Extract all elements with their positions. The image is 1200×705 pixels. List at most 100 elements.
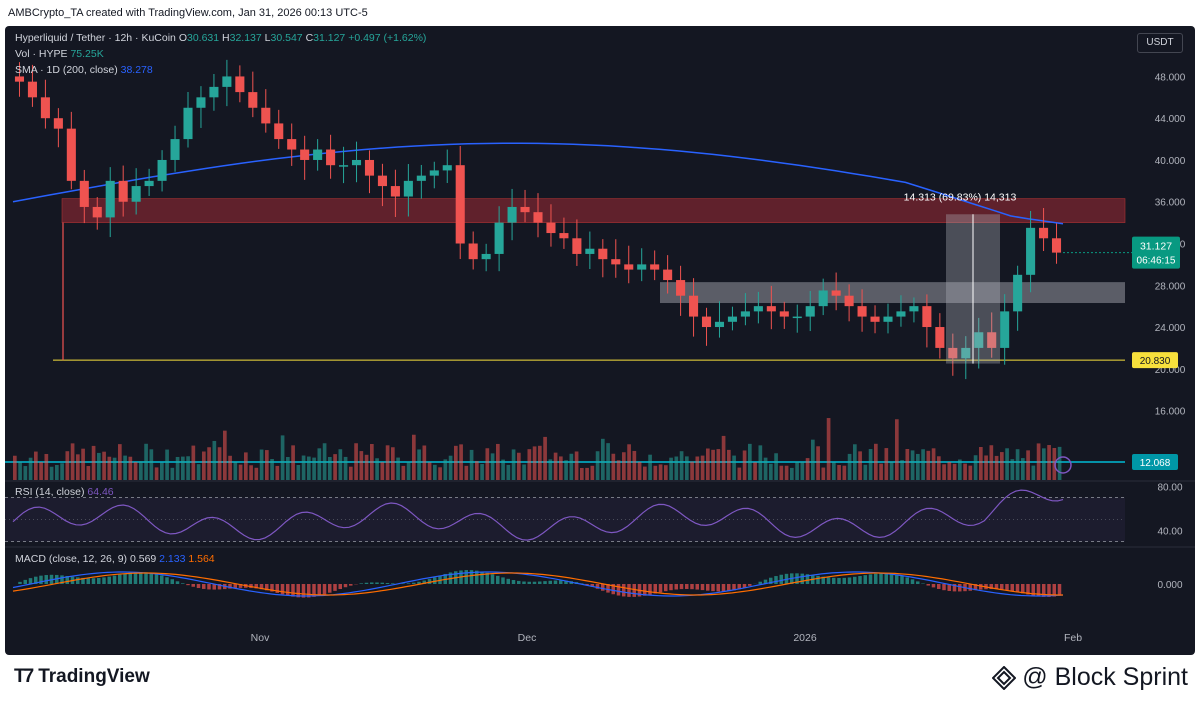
volume-bar xyxy=(564,460,568,480)
volume-bar xyxy=(742,450,747,480)
volume-bar xyxy=(580,467,584,480)
attribution-bar: AMBCrypto_TA created with TradingView.co… xyxy=(8,7,368,19)
candle-body xyxy=(961,347,971,359)
macd-histogram-bar xyxy=(706,584,710,591)
volume-bar xyxy=(832,462,836,480)
candle-body xyxy=(105,180,115,218)
volume-bar xyxy=(879,463,883,480)
macd-histogram-bar xyxy=(307,584,311,598)
volume-bar xyxy=(133,462,138,480)
volume-bar xyxy=(774,453,778,480)
macd-histogram-bar xyxy=(538,581,542,584)
resistance-zone xyxy=(61,198,1126,223)
volume-bar xyxy=(34,451,38,480)
tradingview-logo[interactable]: T7 TradingView xyxy=(14,666,150,688)
volume-bar xyxy=(616,460,621,480)
macd-histogram-bar xyxy=(65,576,69,584)
legend-close: 31.127 xyxy=(313,32,346,44)
volume-bar xyxy=(1005,448,1009,480)
candle-body xyxy=(766,306,776,312)
macd-histogram-bar xyxy=(889,573,894,584)
volume-bar xyxy=(270,459,274,480)
volume-bar xyxy=(385,445,390,480)
volume-bar xyxy=(574,451,579,480)
macd-histogram-bar xyxy=(506,578,510,584)
volume-bar xyxy=(601,438,605,480)
price-axis-tick: 40.000 xyxy=(1155,156,1186,167)
volume-bar xyxy=(501,459,505,480)
legend-rsi-value: 64.46 xyxy=(87,486,114,498)
chart-area[interactable]: 48.00044.00040.00036.00032.00028.00024.0… xyxy=(5,26,1195,655)
macd-histogram-bar xyxy=(522,581,526,584)
candle-body xyxy=(1039,227,1049,239)
volume-bar xyxy=(968,465,973,480)
macd-histogram-bar xyxy=(643,584,647,596)
macd-histogram-bar xyxy=(170,579,174,584)
volume-bar xyxy=(417,449,421,480)
macd-histogram-bar xyxy=(700,584,705,591)
volume-bar xyxy=(779,465,784,480)
macd-histogram-bar xyxy=(669,584,673,591)
macd-histogram-bar xyxy=(175,581,180,584)
macd-histogram-bar xyxy=(391,583,395,584)
volume-bar xyxy=(464,465,469,480)
volume-bar xyxy=(186,456,190,480)
macd-histogram-bar xyxy=(364,582,369,584)
legend-open: 30.631 xyxy=(186,32,220,44)
volume-bar xyxy=(28,457,33,480)
macd-histogram-bar xyxy=(779,574,783,584)
macd-histogram-bar xyxy=(97,577,101,584)
volume-bar xyxy=(700,455,705,480)
volume-bar xyxy=(380,462,385,480)
volume-tag: 12.068 xyxy=(1140,458,1171,469)
candle-body xyxy=(572,238,582,254)
volume-bar xyxy=(569,453,574,480)
macd-histogram-bar xyxy=(748,584,752,586)
candle-body xyxy=(870,316,880,322)
candle-body xyxy=(79,180,89,207)
candle-body xyxy=(377,175,387,187)
candle-body xyxy=(533,212,543,223)
macd-histogram-bar xyxy=(1021,584,1025,594)
volume-bar xyxy=(39,462,43,480)
candle-body xyxy=(494,222,504,254)
candle-body xyxy=(701,316,712,328)
volume-bar xyxy=(984,455,988,480)
candle-body xyxy=(403,180,413,197)
macd-histogram-bar xyxy=(412,582,416,584)
price-axis-tick: 24.000 xyxy=(1155,323,1186,334)
macd-histogram-bar xyxy=(916,581,920,584)
volume-bar xyxy=(543,436,547,480)
candle-body xyxy=(779,311,789,317)
volume-bar xyxy=(538,445,542,480)
macd-histogram-bar xyxy=(900,575,904,584)
macd-histogram-bar xyxy=(711,584,715,592)
volume-bar xyxy=(165,449,169,480)
macd-histogram-bar xyxy=(34,576,38,584)
volume-bar xyxy=(711,449,715,480)
volume-bar xyxy=(317,448,322,480)
macd-histogram-bar xyxy=(380,582,384,584)
volume-bar xyxy=(333,454,337,480)
candle-body xyxy=(987,332,997,348)
volume-bar xyxy=(1021,458,1025,480)
macd-histogram-bar xyxy=(165,577,169,584)
candle-body xyxy=(714,321,725,328)
candle-body xyxy=(974,332,984,348)
price-tag-bg xyxy=(1132,236,1180,269)
macd-histogram-bar xyxy=(1015,584,1020,593)
macd-histogram-bar xyxy=(417,581,421,584)
volume-bar xyxy=(128,456,133,480)
price-chart-svg[interactable]: 48.00044.00040.00036.00032.00028.00024.0… xyxy=(5,26,1195,655)
volume-bar xyxy=(874,443,878,480)
macd-histogram-bar xyxy=(1042,584,1046,597)
currency-button[interactable]: USDT xyxy=(1137,33,1183,53)
macd-histogram-bar xyxy=(286,584,290,596)
macd-histogram-bar xyxy=(118,574,122,584)
volume-bar xyxy=(685,456,689,480)
volume-bar xyxy=(727,449,731,480)
volume-bar xyxy=(338,449,343,480)
candle-body xyxy=(624,264,634,270)
candle-body xyxy=(248,92,258,108)
volume-bar xyxy=(123,455,127,480)
